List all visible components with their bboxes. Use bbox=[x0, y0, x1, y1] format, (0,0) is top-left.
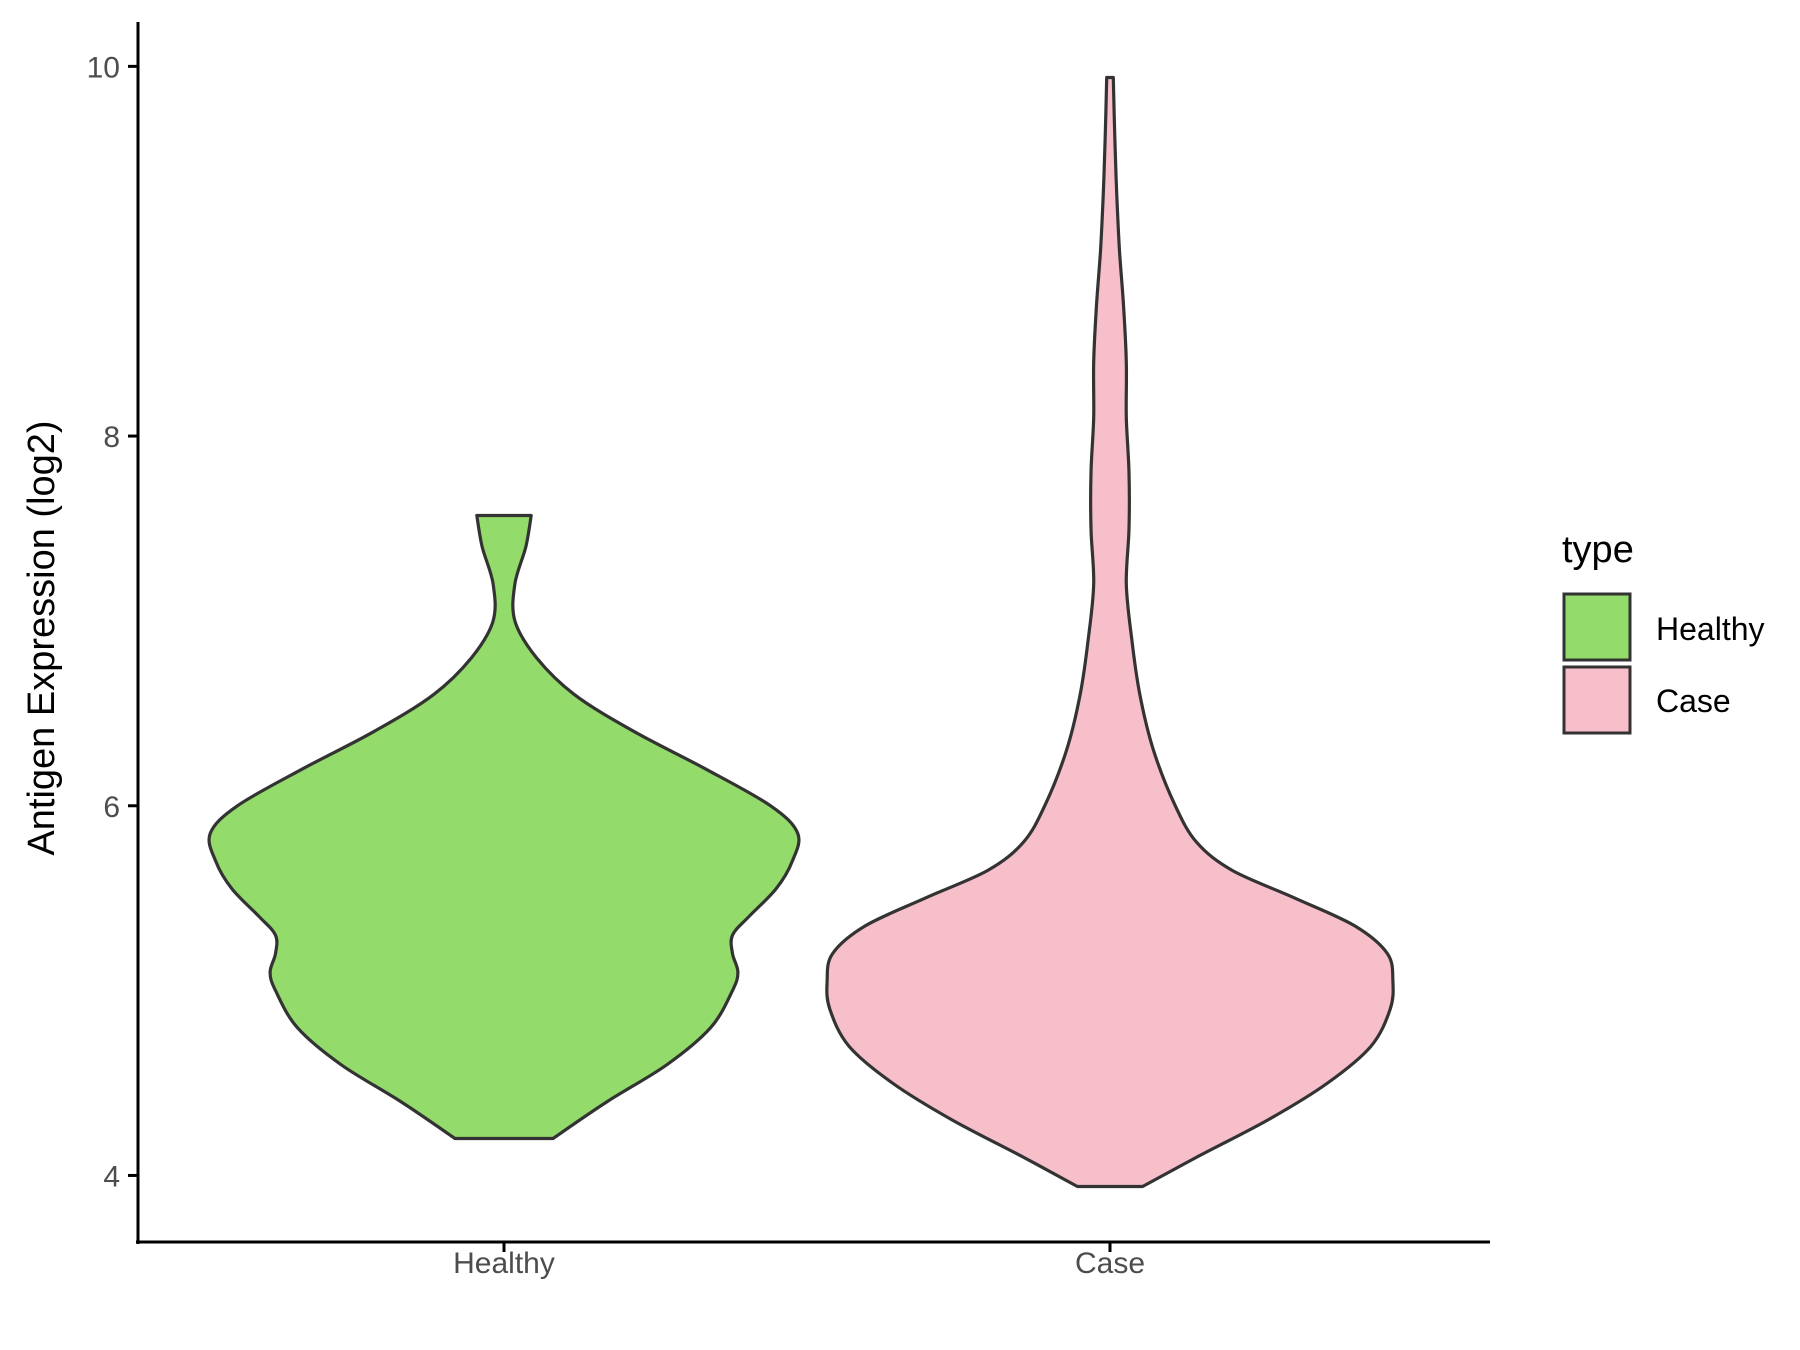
violin-case bbox=[825, 75, 1395, 1189]
legend-title: type bbox=[1562, 529, 1634, 571]
y-tick-label: 8 bbox=[103, 421, 120, 454]
legend-key-healthy bbox=[1562, 592, 1632, 662]
legend: type Healthy Case bbox=[1562, 529, 1765, 735]
violin-healthy bbox=[207, 513, 801, 1141]
x-axis-ticks: Healthy Case bbox=[453, 1242, 1145, 1280]
y-axis-label: Antigen Expression (log2) bbox=[21, 420, 63, 855]
legend-key-case bbox=[1562, 665, 1632, 735]
x-tick-label: Case bbox=[1075, 1247, 1145, 1280]
legend-label-case: Case bbox=[1656, 683, 1731, 719]
y-tick-label: 6 bbox=[103, 791, 120, 824]
legend-label-healthy: Healthy bbox=[1656, 611, 1765, 647]
violin-layer bbox=[207, 75, 1395, 1189]
y-axis-ticks: 4 6 8 10 bbox=[87, 51, 138, 1193]
y-tick-label: 10 bbox=[87, 51, 120, 84]
y-tick-label: 4 bbox=[103, 1160, 120, 1193]
x-tick-label: Healthy bbox=[453, 1247, 555, 1280]
